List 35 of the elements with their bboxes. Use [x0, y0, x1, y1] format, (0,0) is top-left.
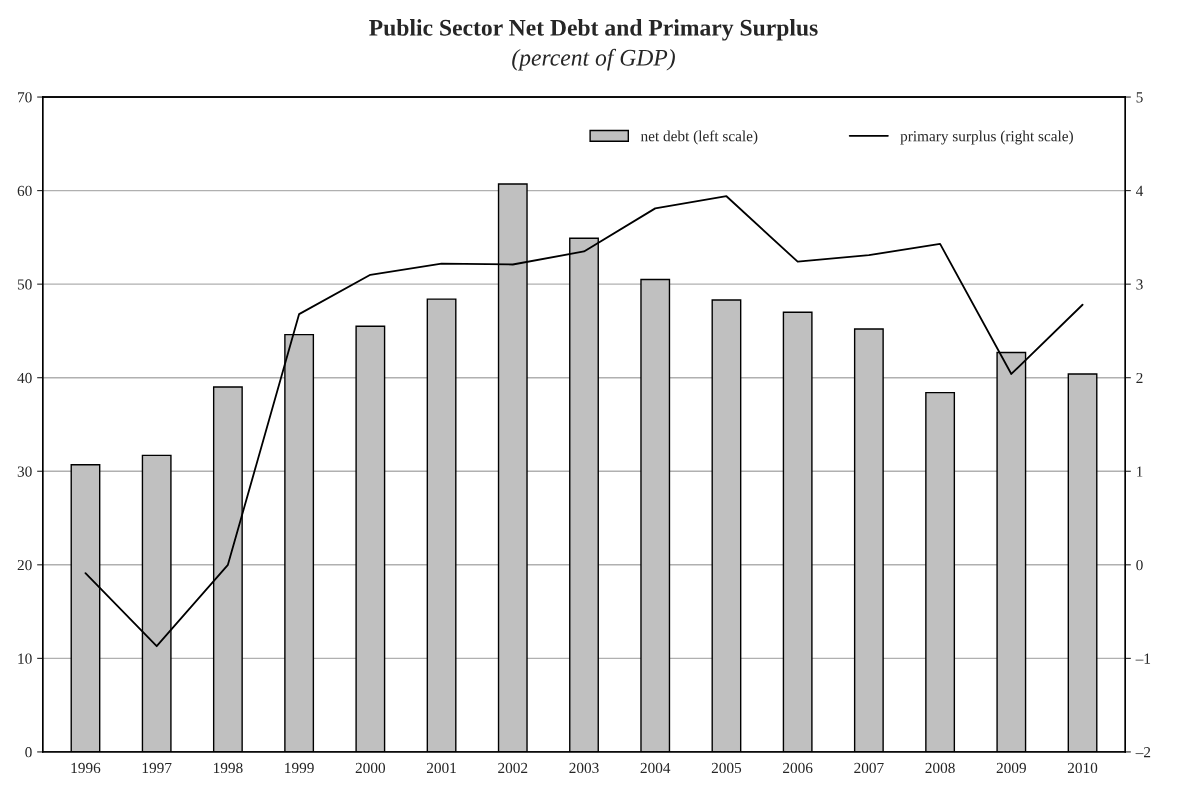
x-tick-label: 1997: [142, 762, 172, 774]
x-tick-label: 2000: [355, 762, 386, 774]
x-tick-label: 2001: [426, 762, 456, 774]
y-tick-label: 0: [25, 747, 32, 758]
x-tick-label: 1998: [213, 762, 243, 774]
y-tick-label: 50: [17, 279, 32, 290]
x-tick-label: 2007: [854, 762, 884, 774]
x-tick-label: 2004: [640, 762, 671, 774]
x-tick-label: 2010: [1067, 762, 1098, 774]
y2-tick-label: 0: [1136, 559, 1143, 571]
x-tick-label: 2005: [711, 762, 742, 774]
y2-tick-label: 1: [1137, 466, 1143, 477]
chart-title: Public Sector Net Debt and Primary Surplus: [369, 19, 818, 41]
y2-tick-label: 3: [1136, 279, 1143, 290]
legend-label: net debt (left scale): [640, 130, 758, 145]
x-tick-label: 2009: [996, 762, 1026, 774]
y2-tick-label: 2: [1136, 372, 1143, 384]
x-tick-label: 2003: [569, 762, 599, 774]
x-tick-label: 1996: [71, 762, 101, 774]
x-tick-label: 2002: [498, 762, 528, 774]
y-tick-label: 60: [17, 185, 32, 197]
y-tick-label: 70: [18, 92, 32, 103]
y-tick-label: 40: [17, 372, 32, 384]
y2-tick-label: 5: [1136, 92, 1143, 103]
y-tick-label: 20: [17, 559, 32, 571]
x-tick-label: 2008: [925, 762, 955, 774]
y-tick-label: 10: [18, 653, 32, 664]
legend-label: primary surplus (right scale): [900, 130, 1073, 145]
x-tick-label: 1999: [285, 762, 314, 774]
x-tick-label: 2006: [783, 762, 813, 774]
y2-tick-label: –2: [1135, 747, 1151, 758]
chart-subtitle: (percent of GDP): [512, 48, 675, 71]
y2-tick-label: –1: [1135, 653, 1151, 664]
y2-tick-label: 4: [1135, 185, 1144, 196]
y-tick-label: 30: [17, 466, 32, 477]
